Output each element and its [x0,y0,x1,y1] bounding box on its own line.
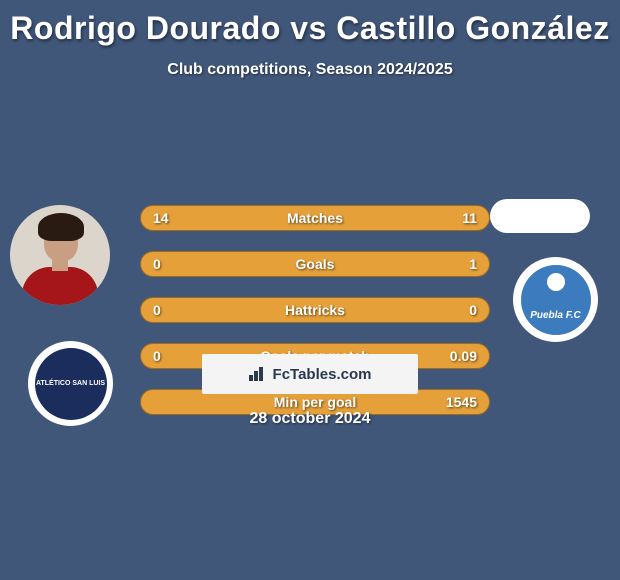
stat-label: Min per goal [141,394,489,410]
stat-label: Matches [141,210,489,226]
stat-left-value: 0 [153,348,161,364]
stat-row: 14 Matches 11 [140,205,490,231]
club-right-badge: Puebla F.C [513,257,598,342]
stat-right-value: 1545 [446,394,477,410]
player-right-avatar [490,199,590,233]
stat-right-value: 0.09 [450,348,477,364]
footer-logo-text: FcTables.com [273,366,372,383]
club-left-label: ATLÉTICO SAN LUIS [36,380,105,388]
subtitle: Club competitions, Season 2024/2025 [0,61,620,79]
stat-right-value: 1 [469,256,477,272]
stat-label: Hattricks [141,302,489,318]
stat-left-value: 0 [153,256,161,272]
stat-bars: 14 Matches 11 0 Goals 1 0 Hattricks 0 0 … [140,205,490,435]
stat-right-value: 0 [469,302,477,318]
stat-label: Goals [141,256,489,272]
stat-left-value: 14 [153,210,169,226]
player-left-avatar [10,205,110,305]
stat-left-value: 0 [153,302,161,318]
stat-row: 0 Hattricks 0 [140,297,490,323]
date-label: 28 october 2024 [0,410,620,428]
page-title: Rodrigo Dourado vs Castillo González [0,0,620,47]
stat-row: 0 Goals 1 [140,251,490,277]
club-right-label: Puebla F.C [521,310,591,321]
bar-chart-icon [249,367,267,381]
stat-right-value: 11 [462,210,477,226]
footer-logo: FcTables.com [202,354,418,394]
